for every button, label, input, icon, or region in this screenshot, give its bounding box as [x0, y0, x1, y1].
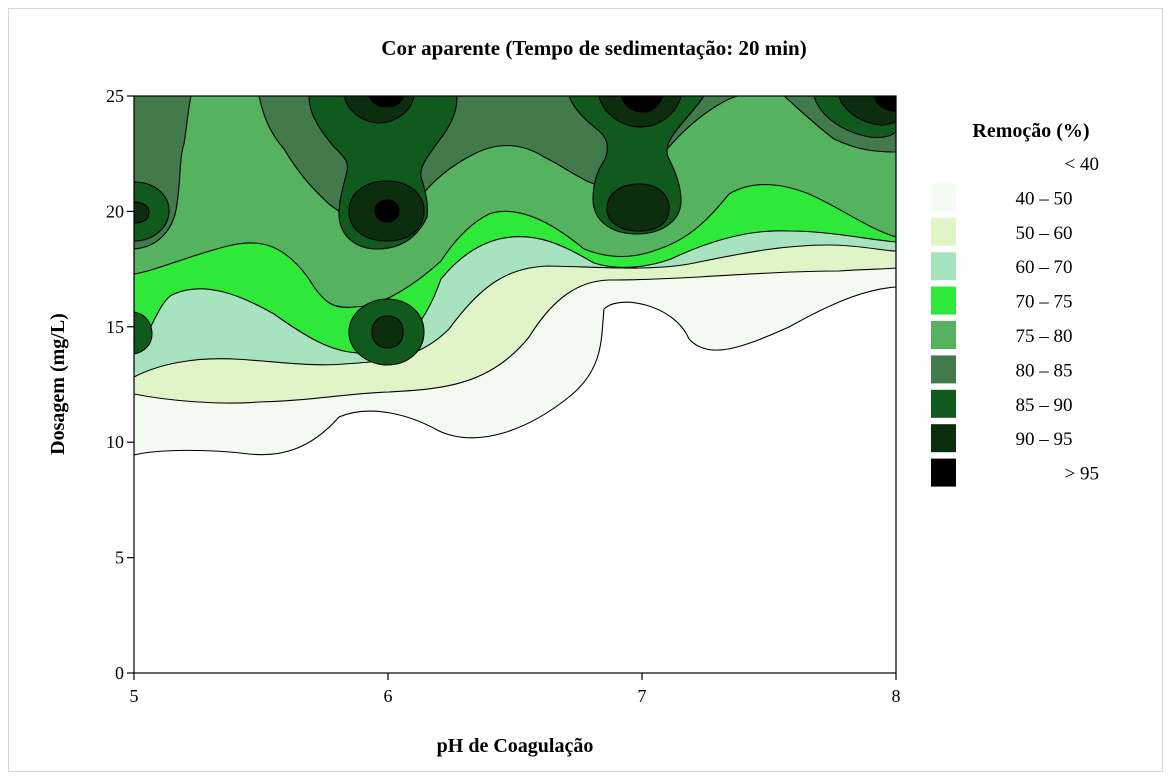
contour-band-above-95: [620, 96, 664, 113]
legend-label: 50 – 60: [1016, 223, 1073, 244]
legend-swatch: [931, 321, 956, 349]
legend-swatch: [931, 355, 956, 384]
legend-label: 70 – 75: [1016, 292, 1073, 313]
legend-swatch: [931, 252, 956, 281]
legend-swatch: [931, 389, 956, 418]
contour-band-90-95: [134, 201, 150, 224]
legend-swatch: [931, 458, 956, 487]
contour-chart: Cor aparente (Tempo de sedimentação: 20 …: [47, 36, 1099, 757]
y-tick-label: 25: [106, 86, 124, 106]
contour-band-85-90: [134, 181, 170, 242]
chart-title: Cor aparente (Tempo de sedimentação: 20 …: [381, 36, 806, 60]
x-tick-label: 8: [892, 686, 901, 706]
legend: < 40 40 – 50 50 – 60 60 – 70 70 – 75 75 – 80 8…: [931, 154, 1099, 487]
contour-band-85-90: [134, 311, 153, 355]
x-tick-label: 7: [638, 686, 647, 706]
chart-frame: Cor aparente (Tempo de sedimentação: 20 …: [8, 8, 1163, 772]
contour-band-85-90: [568, 96, 705, 235]
legend-swatch: [931, 424, 956, 453]
plot-frame: [133, 95, 897, 674]
x-tick-label: 5: [130, 686, 139, 706]
legend-label: 40 – 50: [1016, 188, 1073, 209]
legend-swatch: [931, 183, 956, 212]
legend-swatch: [931, 217, 956, 246]
legend-title: Remoção (%): [972, 120, 1089, 142]
y-tick-label: 10: [106, 432, 124, 452]
x-axis: 5 6 7 8: [130, 673, 901, 706]
contour-band-90-95: [371, 315, 404, 349]
contour-band-above-95: [368, 96, 405, 108]
legend-swatch: [931, 286, 956, 315]
legend-label: > 95: [1065, 464, 1099, 485]
y-tick-label: 0: [115, 663, 124, 683]
x-axis-label: pH de Coagulação: [437, 735, 594, 757]
contour-band-90-95: [606, 183, 670, 232]
contour-band-above-95: [374, 199, 400, 223]
y-axis: 0 5 10 15 20 25: [106, 86, 134, 683]
y-tick-label: 20: [106, 201, 124, 221]
y-tick-label: 15: [106, 317, 124, 337]
contour-band-above-95: [874, 96, 896, 112]
legend-label: < 40: [1065, 154, 1099, 175]
legend-label: 75 – 80: [1016, 326, 1073, 347]
legend-label: 85 – 90: [1016, 395, 1073, 416]
x-tick-label: 6: [384, 686, 393, 706]
y-axis-label: Dosagem (mg/L): [47, 313, 69, 455]
legend-label: 60 – 70: [1016, 257, 1073, 278]
legend-label: 80 – 85: [1016, 360, 1073, 381]
legend-label: 90 – 95: [1016, 429, 1073, 450]
y-tick-label: 5: [115, 548, 124, 568]
contour-bands: [134, 96, 896, 456]
